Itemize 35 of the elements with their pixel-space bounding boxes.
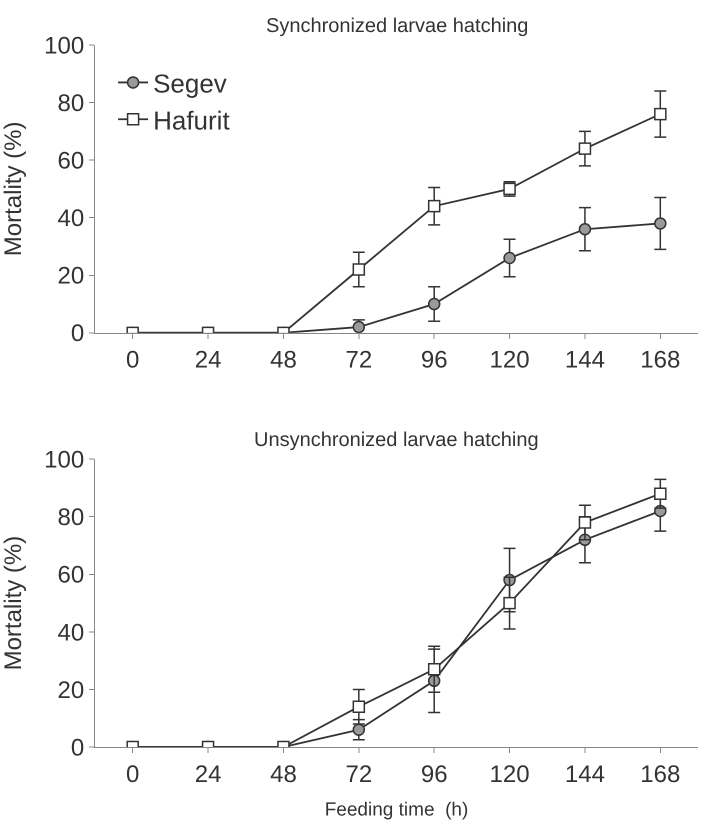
y-tick-label: 40 (57, 619, 84, 646)
legend-label: Hafurit (153, 105, 230, 136)
x-tick-label: 24 (194, 346, 222, 374)
x-axis-title: Feeding time (h) (324, 800, 468, 821)
x-tick-label: 168 (640, 760, 680, 788)
y-axis-title: Mortality (%) (0, 122, 28, 256)
x-tick-label: 168 (640, 346, 680, 374)
x-tick-label: 0 (126, 760, 140, 788)
x-tick-label: 24 (194, 760, 222, 788)
x-tick-label: 96 (420, 760, 448, 788)
y-tick-label: 100 (44, 446, 84, 474)
legend-label: Segev (153, 68, 227, 99)
y-tick-label: 20 (57, 262, 84, 290)
x-tick-label: 72 (345, 760, 372, 788)
y-tick-label: 60 (57, 562, 84, 589)
x-tick-label: 144 (564, 760, 605, 788)
y-axis-title: Mortality (%) (0, 536, 28, 670)
x-tick-label: 72 (345, 346, 372, 374)
y-tick-label: 0 (70, 320, 84, 348)
x-tick-label: 144 (564, 346, 605, 374)
y-tick-label: 40 (57, 205, 84, 232)
y-tick-label: 0 (70, 734, 84, 762)
chart-title: Synchronized larvae hatching (266, 15, 528, 37)
y-tick-label: 100 (44, 32, 84, 60)
chart-title: Unsynchronized larvae hatching (254, 429, 539, 451)
x-tick-label: 48 (270, 760, 297, 788)
y-tick-label: 60 (57, 148, 84, 175)
x-tick-label: 48 (270, 346, 297, 374)
x-tick-label: 120 (490, 760, 530, 788)
x-tick-label: 96 (420, 346, 448, 374)
y-tick-label: 20 (57, 676, 84, 704)
y-tick-label: 80 (57, 504, 84, 532)
y-tick-label: 80 (57, 90, 84, 117)
x-tick-label: 0 (126, 346, 140, 374)
x-tick-label: 120 (490, 346, 530, 374)
